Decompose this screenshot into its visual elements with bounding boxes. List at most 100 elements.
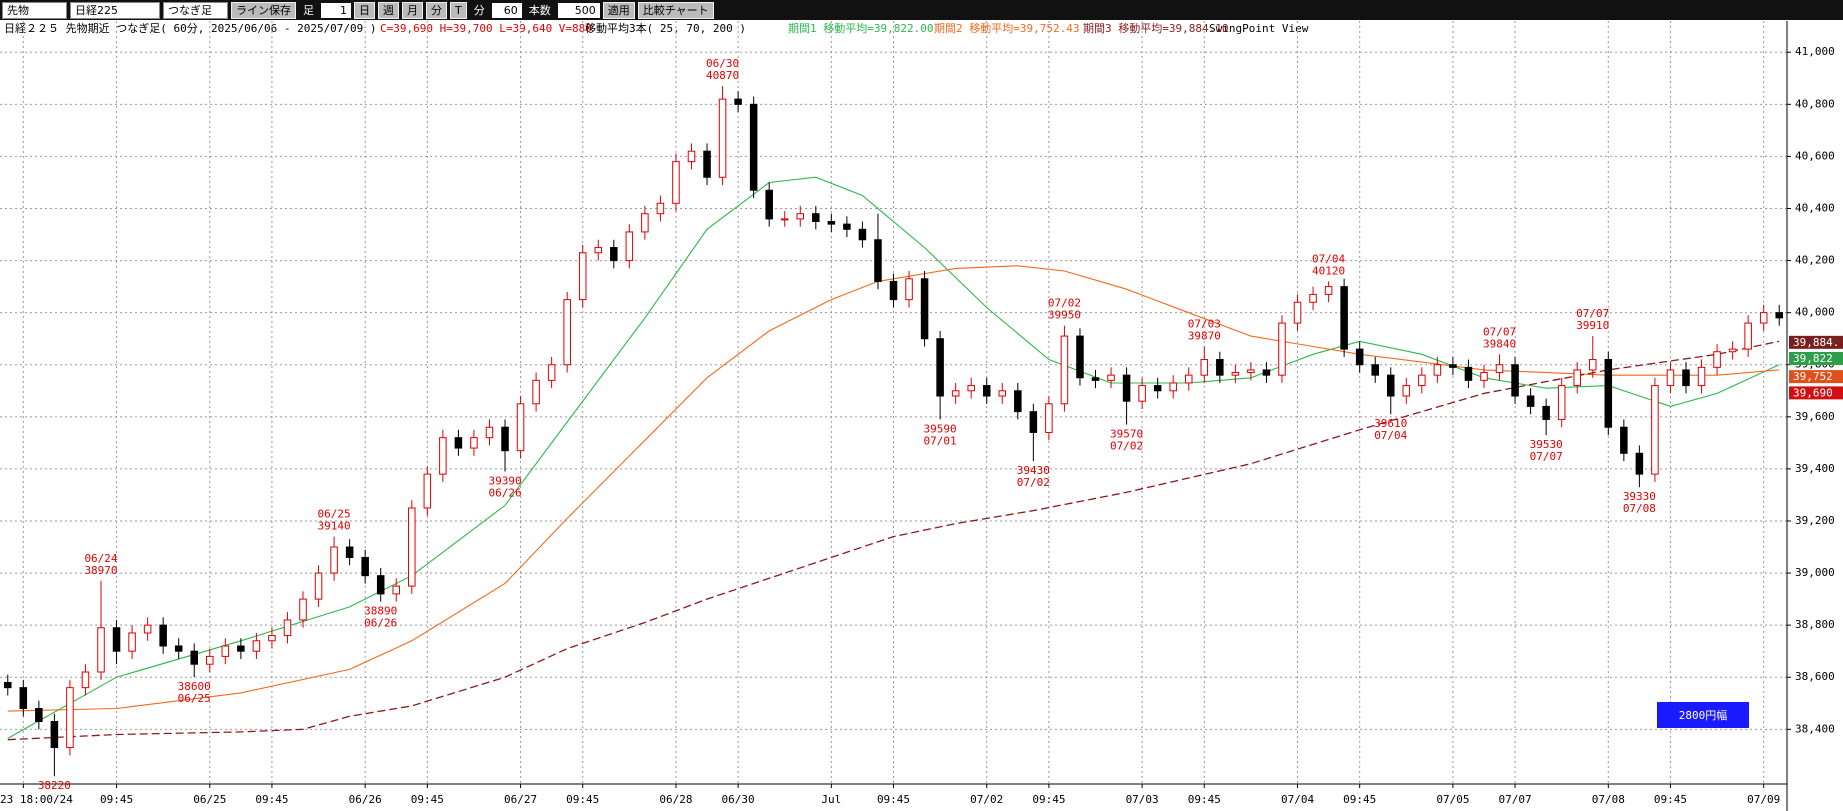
annotation-box	[1657, 702, 1749, 728]
candle-body	[1464, 366, 1473, 381]
swing-value: 38890	[364, 605, 397, 618]
swing-date: 07/07	[1576, 307, 1609, 320]
price-tag	[1789, 352, 1843, 366]
candle-body	[50, 721, 59, 749]
candle-body	[1666, 369, 1675, 387]
bar-type-select[interactable]: つなぎ足	[163, 1, 228, 19]
x-tick-label: 09:45	[877, 793, 910, 806]
candle-body	[610, 247, 618, 262]
candle-body	[501, 426, 509, 452]
y-tick-label: 40,200	[1795, 254, 1835, 267]
swing-date: 06/26	[488, 487, 521, 500]
candle-body	[703, 150, 711, 178]
month-button[interactable]: 月	[402, 1, 423, 19]
candle-body	[252, 640, 261, 652]
candle-body	[672, 161, 680, 204]
index-select[interactable]: 日経225	[70, 1, 160, 19]
swing-value: 39390	[488, 475, 521, 488]
candle-body	[330, 546, 338, 574]
candle-body	[237, 645, 245, 652]
candle-body	[1728, 348, 1737, 353]
candle-body	[1138, 385, 1146, 402]
count-label: 本数	[528, 3, 551, 17]
x-tick-label: 09:45	[1654, 793, 1687, 806]
candle-body	[1495, 364, 1504, 374]
y-tick-label: 40,600	[1795, 149, 1835, 162]
x-tick-label: 06/25	[193, 793, 226, 806]
minute-button[interactable]: 分	[426, 1, 447, 19]
candle-body	[718, 98, 727, 178]
x-tick-label: 09:45	[411, 793, 444, 806]
swing-value: 38970	[84, 564, 117, 577]
ohlcv: C=39,690 H=39,700 L=39,640 V=880	[380, 22, 592, 35]
candle-body	[594, 247, 603, 254]
swing-value: 39870	[1188, 330, 1221, 343]
candle-body	[516, 403, 525, 452]
candle-body	[1060, 335, 1069, 405]
y-tick-label: 39,600	[1795, 410, 1835, 423]
candle-body	[967, 385, 975, 392]
x-tick-label: 07/07	[1499, 793, 1532, 806]
candle-body	[190, 650, 199, 665]
tick-button[interactable]: T	[450, 1, 467, 19]
swing-value: 39570	[1110, 428, 1143, 441]
legend-entry: 期間1 移動平均=39,822.00	[788, 21, 933, 35]
candle-body	[1511, 364, 1519, 397]
toolbar: 先物 日経225 つなぎ足 ライン保存 足 1 日 週 月 分 T 分 60 本…	[0, 0, 1843, 20]
candle-body	[1293, 301, 1302, 324]
candle-body	[827, 221, 836, 225]
candle-body	[858, 228, 867, 241]
candle-body	[547, 364, 556, 381]
swing-date: 07/02	[1110, 440, 1143, 453]
x-tick-label: 06/30	[722, 793, 755, 806]
x-tick-label: 07/09	[1747, 793, 1780, 806]
interval-input[interactable]: 60	[491, 2, 522, 18]
y-tick-label: 40,400	[1795, 201, 1835, 214]
count-input[interactable]: 500	[557, 2, 600, 18]
x-tick-label: 06/26	[349, 793, 382, 806]
save-line-button[interactable]: ライン保存	[231, 1, 296, 19]
candle-body	[1713, 351, 1721, 368]
candle-body	[1184, 374, 1193, 384]
candle-body	[874, 239, 882, 282]
candle-body	[563, 299, 571, 366]
candle-body	[1651, 385, 1659, 475]
week-button[interactable]: 週	[378, 1, 399, 19]
y-tick-label: 39,200	[1795, 514, 1835, 527]
day-button[interactable]: 日	[354, 1, 375, 19]
candle-body	[920, 278, 929, 340]
market-select[interactable]: 先物	[2, 1, 67, 19]
bar-input[interactable]: 1	[321, 2, 351, 18]
candle-body	[641, 213, 649, 233]
background	[0, 20, 1843, 811]
swing-value: 39330	[1623, 490, 1656, 503]
candle-body	[376, 575, 385, 595]
candle-body	[1029, 411, 1038, 433]
candle-body	[128, 632, 136, 652]
swing-value: 40870	[706, 69, 739, 82]
compare-button[interactable]: 比較チャート	[637, 1, 714, 19]
swing-value: 38220	[38, 779, 71, 792]
candle-body	[361, 556, 369, 577]
candle-body	[1620, 426, 1628, 454]
swing-date: 07/02	[1048, 297, 1081, 310]
ma-note: 移動平均3本( 25, 70, 200 )	[585, 21, 746, 35]
y-tick-label: 38,400	[1795, 722, 1835, 735]
swing-date: 07/07	[1483, 325, 1516, 338]
candle-body	[1153, 385, 1162, 392]
apply-button[interactable]: 適用	[602, 1, 635, 19]
swing-value: 39530	[1530, 438, 1563, 451]
candle-body	[485, 426, 494, 439]
x-tick-label: 09:45	[566, 793, 599, 806]
moving-average-line	[7, 176, 1780, 739]
candle-body	[345, 546, 354, 558]
candle-body	[1216, 359, 1224, 376]
candle-body	[143, 624, 152, 634]
swing-date: 07/01	[924, 434, 957, 447]
swing-date: 06/25	[318, 508, 351, 521]
x-tick-label: 07/04	[1281, 793, 1314, 806]
candle-body	[1573, 369, 1581, 387]
candle-body	[35, 707, 43, 723]
swing-date: 07/04	[1312, 252, 1345, 265]
